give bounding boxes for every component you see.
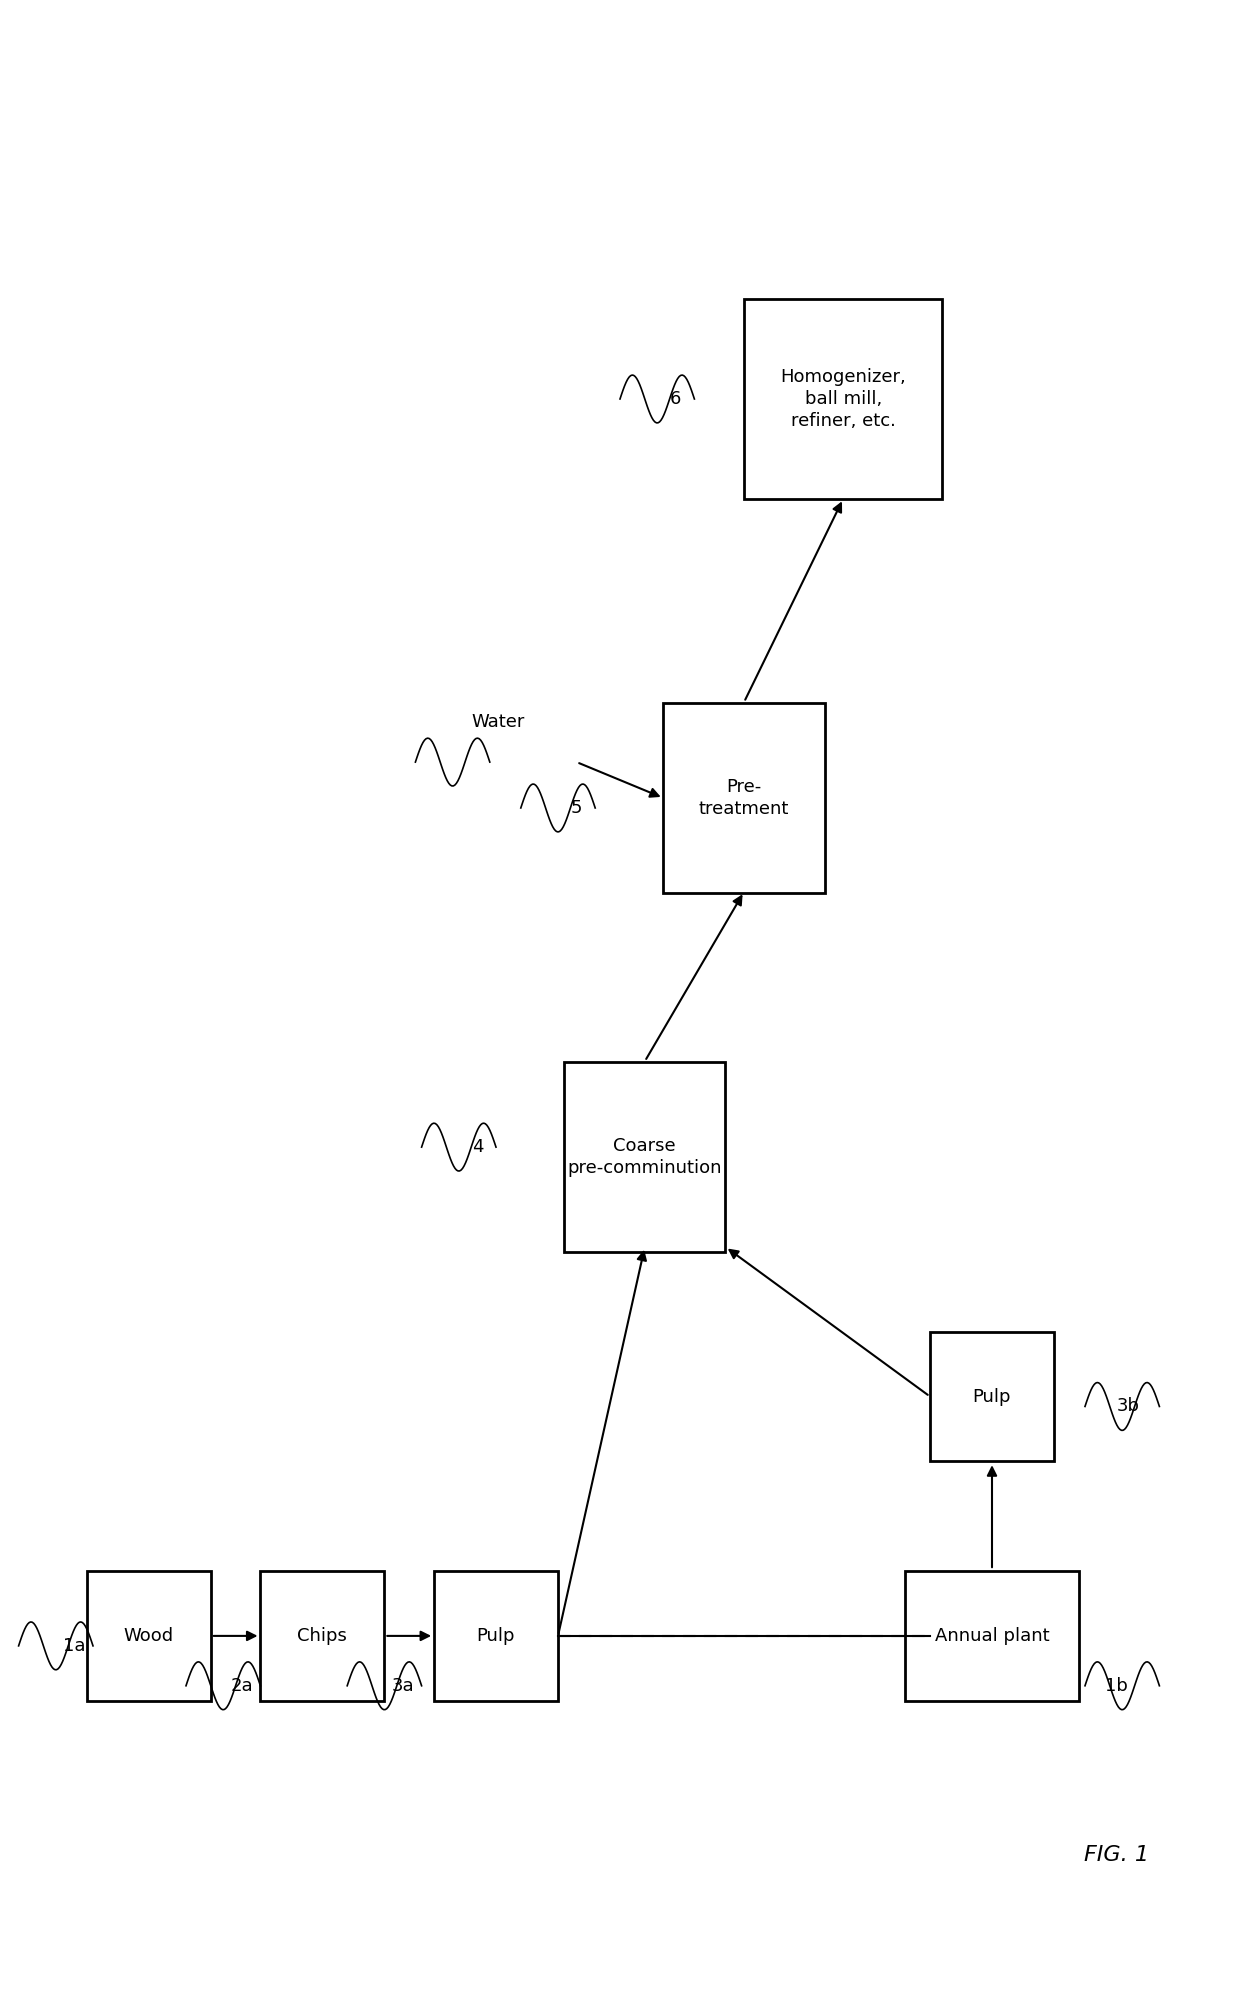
Text: Chips: Chips — [298, 1626, 347, 1646]
FancyBboxPatch shape — [260, 1572, 384, 1700]
Text: 2a: 2a — [231, 1676, 253, 1696]
Text: Pulp: Pulp — [476, 1626, 516, 1646]
FancyBboxPatch shape — [930, 1333, 1054, 1460]
Text: Coarse
pre-comminution: Coarse pre-comminution — [568, 1137, 722, 1177]
FancyBboxPatch shape — [564, 1061, 725, 1253]
FancyBboxPatch shape — [744, 299, 942, 499]
Text: 5: 5 — [570, 798, 583, 818]
Text: Homogenizer,
ball mill,
refiner, etc.: Homogenizer, ball mill, refiner, etc. — [780, 367, 906, 431]
Text: 3b: 3b — [1117, 1396, 1140, 1416]
Text: 4: 4 — [471, 1137, 484, 1157]
FancyBboxPatch shape — [87, 1572, 211, 1700]
FancyBboxPatch shape — [905, 1572, 1079, 1700]
Text: Water: Water — [471, 712, 525, 732]
Text: Pulp: Pulp — [972, 1387, 1012, 1406]
Text: Annual plant: Annual plant — [935, 1626, 1049, 1646]
Text: 3a: 3a — [392, 1676, 414, 1696]
FancyBboxPatch shape — [663, 704, 825, 894]
FancyBboxPatch shape — [434, 1572, 558, 1700]
Text: 1b: 1b — [1105, 1676, 1127, 1696]
Text: FIG. 1: FIG. 1 — [1084, 1845, 1148, 1865]
Text: Pre-
treatment: Pre- treatment — [699, 778, 789, 818]
Text: 6: 6 — [670, 389, 682, 409]
Text: 1a: 1a — [63, 1636, 86, 1656]
Text: Wood: Wood — [124, 1626, 174, 1646]
